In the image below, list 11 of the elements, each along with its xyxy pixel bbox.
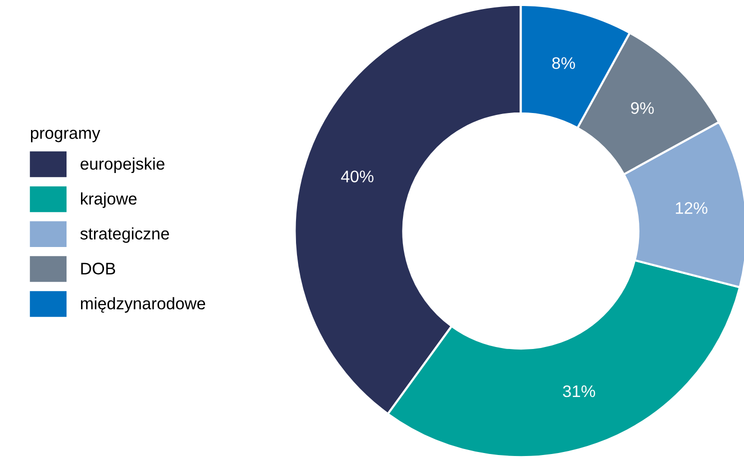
legend-label: krajowe [81,192,137,208]
data-label: 12% [676,202,708,214]
legend-label: europejskie [80,157,164,174]
data-label: 9% [631,102,654,114]
legend-title: programy [30,130,100,142]
data-label: 8% [552,57,575,70]
data-label: 40% [341,170,374,182]
legend-label: DOB [81,262,116,274]
legend-label: strategiczne [80,227,169,243]
data-label: 31% [562,385,596,398]
legend-label: międzynarodowe [80,297,206,313]
